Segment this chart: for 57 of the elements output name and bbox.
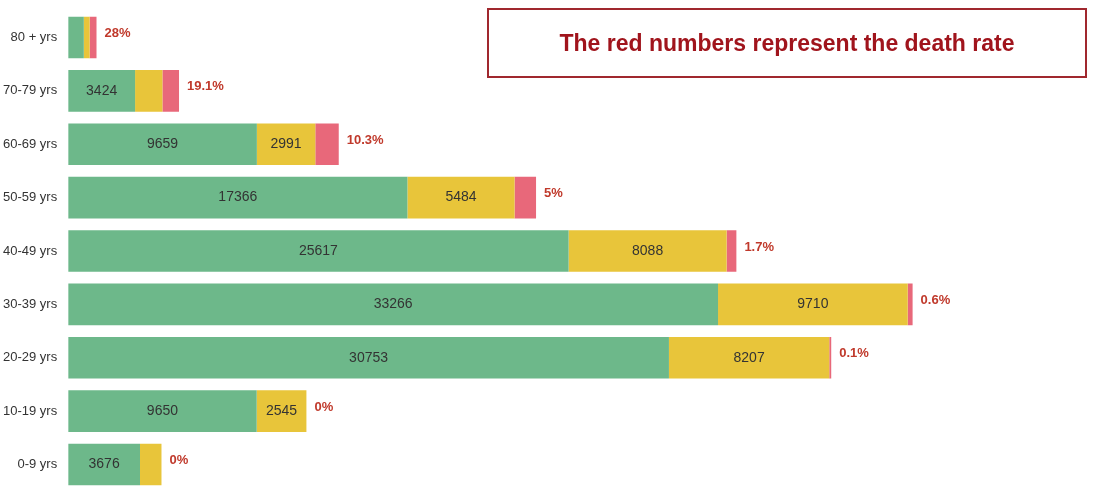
bar (726, 230, 737, 272)
bar (718, 283, 908, 326)
bar (256, 390, 307, 432)
data-label: 9659 (146, 135, 179, 152)
annotation: 0% (169, 452, 189, 468)
bar (68, 336, 669, 379)
data-label: 8207 (733, 348, 765, 365)
y-tick-label: 30-39 yrs (2, 295, 58, 311)
bar (68, 443, 140, 486)
bar (162, 70, 180, 112)
bar (315, 123, 339, 166)
annotation: 0.1% (839, 345, 870, 361)
bar (568, 230, 727, 272)
annotation: 0% (314, 398, 334, 414)
annotation: 19.1% (187, 78, 225, 94)
data-label: 5484 (445, 188, 477, 205)
annotation: 10.3% (346, 131, 385, 147)
y-tick-label: 40-49 yrs (2, 242, 58, 258)
data-label: 25617 (298, 241, 339, 258)
y-tick-label: 10-19 yrs (2, 402, 58, 418)
bar (140, 443, 162, 486)
y-tick-label: 0-9 yrs (17, 456, 58, 472)
bar (83, 16, 90, 59)
data-label: 3424 (86, 81, 118, 98)
data-label: 33266 (373, 295, 413, 312)
annotation: 5% (544, 185, 564, 201)
data-label: 8088 (632, 241, 664, 258)
annotation: 0.6% (920, 291, 951, 307)
bar (407, 176, 515, 219)
data-label: 2991 (270, 135, 302, 152)
bar (68, 230, 569, 272)
data-label: 9710 (797, 295, 829, 312)
y-tick-label: 80 + yrs (10, 29, 58, 45)
bar (68, 123, 257, 166)
bar (668, 336, 830, 379)
annotation: 28% (104, 25, 131, 41)
bar (68, 390, 257, 432)
bar (68, 176, 408, 219)
bar (514, 176, 537, 219)
annotation: 1.7% (744, 238, 775, 254)
data-label: 2545 (265, 401, 298, 418)
y-tick-label: 20-29 yrs (2, 349, 58, 365)
y-tick-label: 50-59 yrs (2, 189, 58, 205)
bar (68, 16, 84, 59)
data-label: 3676 (88, 455, 120, 472)
bar (256, 123, 316, 166)
bar (68, 70, 136, 112)
bar (89, 16, 97, 59)
y-tick-label: 70-79 yrs (2, 82, 58, 98)
y-tick-label: 60-69 yrs (2, 135, 58, 151)
note-box: The red numbers represent the death rate (487, 8, 1087, 78)
data-label: 30753 (349, 348, 389, 365)
bar (68, 283, 719, 326)
data-label: 17366 (218, 188, 258, 205)
bar (135, 70, 163, 112)
bar (907, 283, 913, 326)
data-label: 9650 (146, 401, 179, 418)
